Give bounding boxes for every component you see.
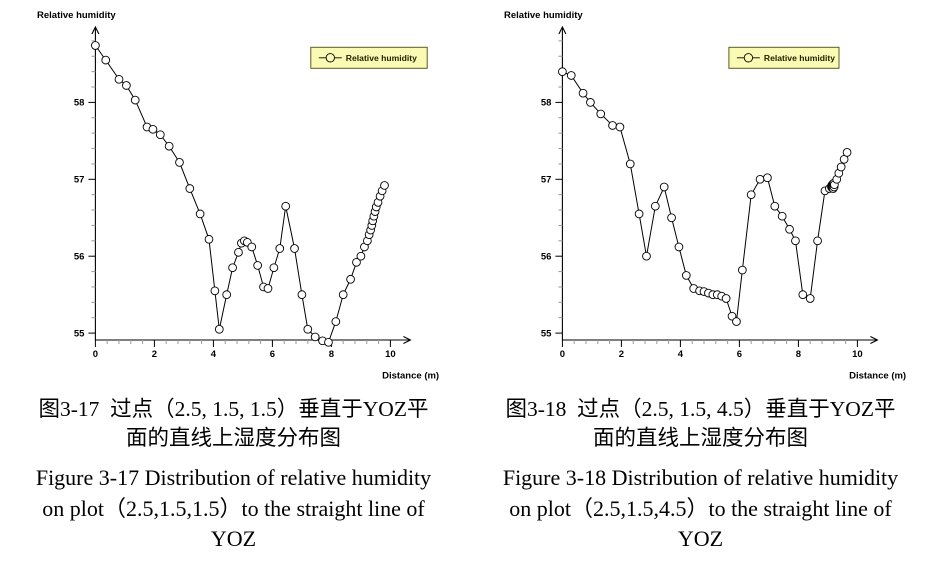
svg-text:2: 2 bbox=[619, 349, 624, 360]
svg-text:4: 4 bbox=[211, 349, 217, 360]
svg-text:58: 58 bbox=[74, 98, 85, 109]
svg-text:Relative humidity: Relative humidity bbox=[764, 53, 835, 63]
svg-text:4: 4 bbox=[678, 349, 684, 360]
svg-text:55: 55 bbox=[541, 328, 552, 339]
svg-text:6: 6 bbox=[737, 349, 742, 360]
svg-text:Relative humidity: Relative humidity bbox=[37, 10, 116, 21]
svg-text:8: 8 bbox=[796, 349, 801, 360]
svg-text:56: 56 bbox=[74, 252, 85, 263]
svg-text:Relative humidity: Relative humidity bbox=[504, 10, 583, 21]
svg-text:0: 0 bbox=[560, 349, 565, 360]
svg-text:Relative humidity: Relative humidity bbox=[346, 53, 417, 63]
svg-text:10: 10 bbox=[852, 349, 863, 360]
svg-text:Distance (m): Distance (m) bbox=[382, 371, 439, 382]
svg-text:10: 10 bbox=[385, 349, 396, 360]
svg-text:2: 2 bbox=[152, 349, 157, 360]
svg-text:57: 57 bbox=[74, 175, 85, 186]
svg-text:0: 0 bbox=[93, 349, 98, 360]
svg-text:57: 57 bbox=[541, 175, 552, 186]
svg-text:56: 56 bbox=[541, 252, 552, 263]
svg-text:6: 6 bbox=[270, 349, 275, 360]
svg-text:55: 55 bbox=[74, 328, 85, 339]
svg-text:Distance (m): Distance (m) bbox=[849, 371, 906, 382]
svg-text:58: 58 bbox=[541, 98, 552, 109]
svg-text:8: 8 bbox=[329, 349, 334, 360]
